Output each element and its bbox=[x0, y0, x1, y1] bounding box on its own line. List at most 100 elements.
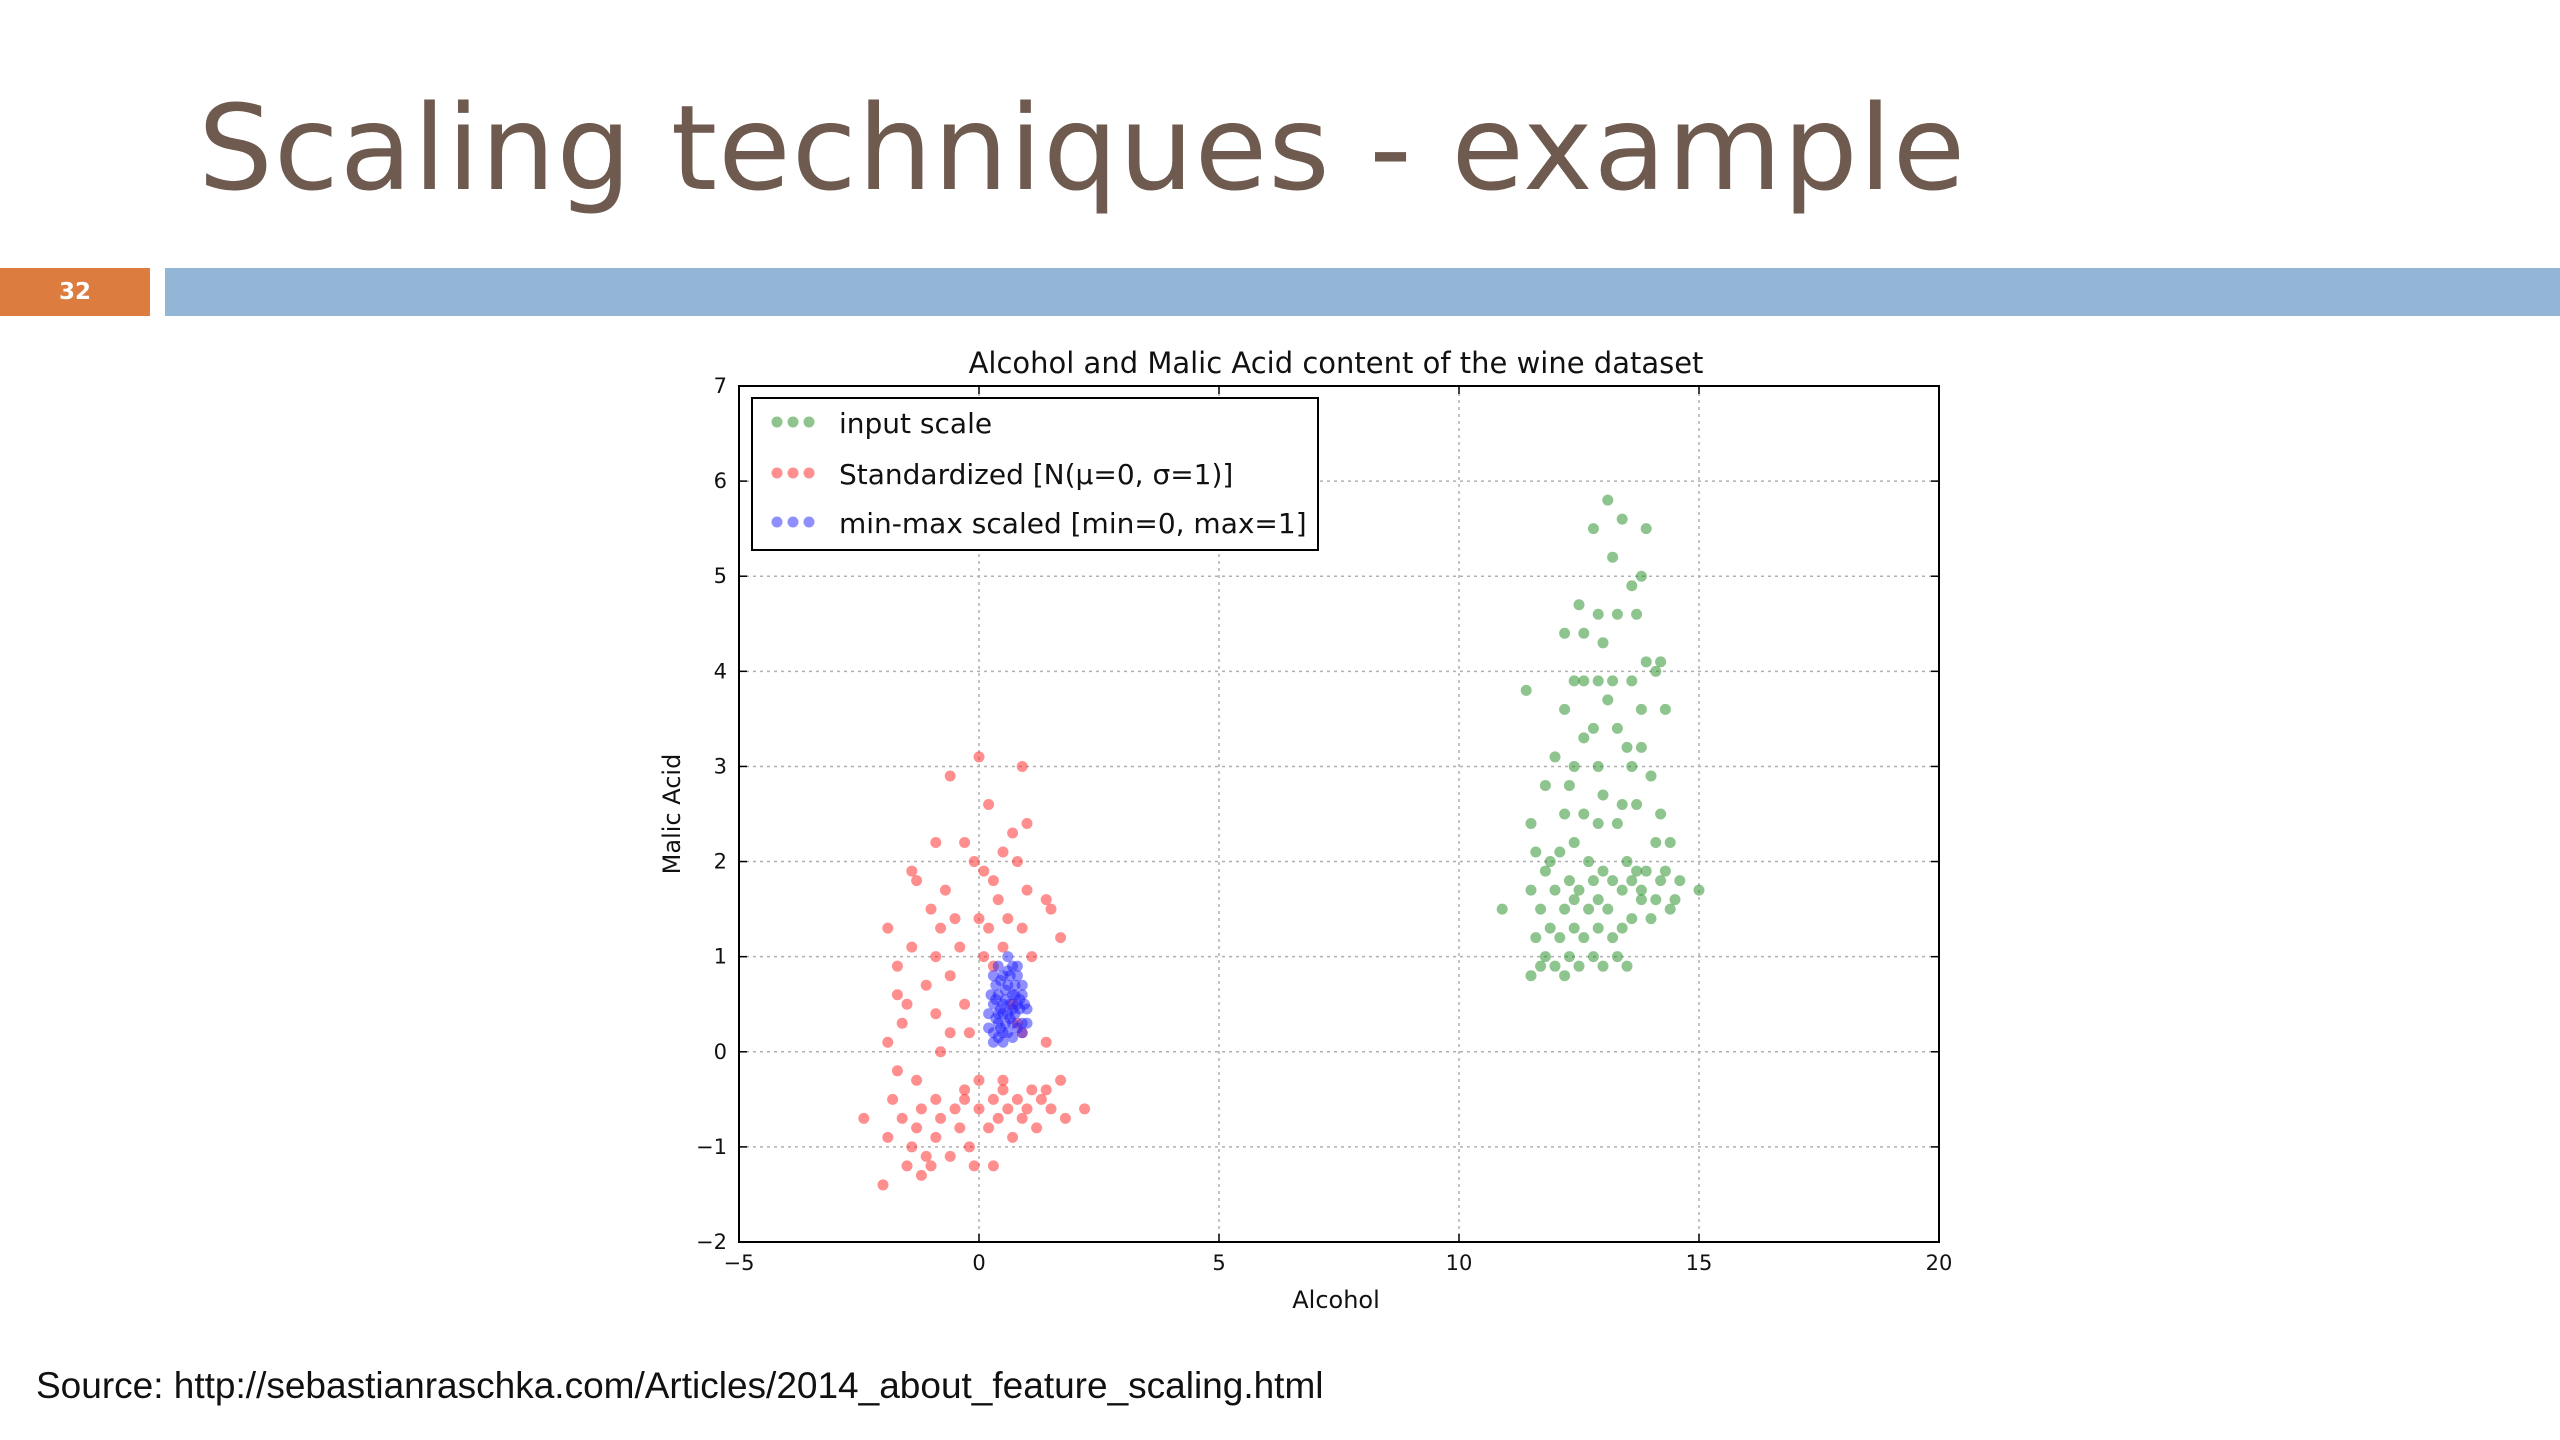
data-point-standardized bbox=[1011, 1093, 1023, 1105]
data-point-standardized bbox=[882, 1131, 894, 1143]
data-point-input-scale bbox=[1597, 865, 1609, 877]
data-point-input-scale bbox=[1631, 865, 1643, 877]
data-point-input-scale bbox=[1621, 856, 1633, 868]
data-point-standardized bbox=[992, 1112, 1004, 1124]
data-point-min-max-scaled bbox=[992, 1032, 1004, 1044]
data-point-standardized bbox=[973, 1074, 985, 1086]
data-point-standardized bbox=[882, 922, 894, 934]
data-point-min-max-scaled bbox=[995, 974, 1007, 986]
data-point-input-scale bbox=[1631, 798, 1643, 810]
data-point-input-scale bbox=[1611, 951, 1623, 963]
data-point-min-max-scaled bbox=[1021, 1003, 1033, 1015]
data-point-input-scale bbox=[1664, 903, 1676, 915]
data-point-input-scale bbox=[1592, 675, 1604, 687]
data-point-input-scale bbox=[1616, 884, 1628, 896]
data-point-input-scale bbox=[1578, 627, 1590, 639]
data-point-min-max-scaled bbox=[1009, 979, 1021, 991]
data-point-min-max-scaled bbox=[995, 1022, 1007, 1034]
data-point-input-scale bbox=[1626, 875, 1638, 887]
data-point-input-scale bbox=[1693, 884, 1705, 896]
data-point-standardized bbox=[906, 1141, 918, 1153]
data-point-input-scale bbox=[1607, 875, 1619, 887]
data-point-standardized bbox=[1007, 827, 1019, 839]
data-point-standardized bbox=[1035, 1093, 1047, 1105]
data-point-min-max-scaled bbox=[999, 993, 1011, 1005]
data-point-input-scale bbox=[1635, 741, 1647, 753]
data-point-standardized bbox=[1002, 913, 1014, 925]
y-tick-label: 6 bbox=[714, 469, 727, 493]
data-point-standardized bbox=[978, 951, 990, 963]
series-standardized bbox=[858, 751, 1091, 1191]
data-point-input-scale bbox=[1559, 703, 1571, 715]
plot-frame bbox=[738, 385, 1940, 1243]
y-tick-label: 3 bbox=[714, 754, 727, 778]
data-point-standardized bbox=[973, 913, 985, 925]
data-point-min-max-scaled bbox=[1002, 951, 1014, 963]
data-point-standardized bbox=[1016, 760, 1028, 772]
data-point-standardized bbox=[1079, 1103, 1091, 1115]
data-point-input-scale bbox=[1583, 856, 1595, 868]
data-point-input-scale bbox=[1597, 960, 1609, 972]
data-point-input-scale bbox=[1587, 951, 1599, 963]
data-point-input-scale bbox=[1621, 960, 1633, 972]
legend-marker-dot bbox=[803, 416, 815, 428]
data-point-min-max-scaled bbox=[999, 984, 1011, 996]
data-point-standardized bbox=[901, 1160, 913, 1172]
data-point-standardized bbox=[906, 865, 918, 877]
data-point-input-scale bbox=[1583, 903, 1595, 915]
data-point-standardized bbox=[1021, 884, 1033, 896]
data-point-input-scale bbox=[1592, 894, 1604, 906]
data-point-input-scale bbox=[1631, 608, 1643, 620]
data-point-standardized bbox=[949, 1103, 961, 1115]
data-point-standardized bbox=[983, 1122, 995, 1134]
data-point-standardized bbox=[939, 884, 951, 896]
data-point-input-scale bbox=[1578, 732, 1590, 744]
data-point-standardized bbox=[930, 1008, 942, 1020]
data-point-input-scale bbox=[1530, 932, 1542, 944]
data-point-standardized bbox=[935, 922, 947, 934]
data-point-input-scale bbox=[1539, 951, 1551, 963]
data-point-standardized bbox=[992, 894, 1004, 906]
data-point-input-scale bbox=[1520, 684, 1532, 696]
data-point-standardized bbox=[935, 1112, 947, 1124]
data-point-input-scale bbox=[1525, 884, 1537, 896]
data-point-input-scale bbox=[1578, 675, 1590, 687]
data-point-standardized bbox=[1021, 1103, 1033, 1115]
y-tick-label: 7 bbox=[714, 374, 727, 398]
data-point-standardized bbox=[1031, 1122, 1043, 1134]
data-point-input-scale bbox=[1573, 960, 1585, 972]
data-point-standardized bbox=[930, 1093, 942, 1105]
data-point-standardized bbox=[949, 913, 961, 925]
y-axis-label: Malic Acid bbox=[658, 754, 686, 875]
legend-marker-dot bbox=[771, 416, 783, 428]
data-point-standardized bbox=[896, 1112, 908, 1124]
data-point-min-max-scaled bbox=[1004, 1012, 1016, 1024]
data-point-input-scale bbox=[1650, 837, 1662, 849]
data-point-input-scale bbox=[1607, 932, 1619, 944]
data-point-input-scale bbox=[1592, 608, 1604, 620]
data-point-standardized bbox=[959, 1093, 971, 1105]
data-point-standardized bbox=[930, 1131, 942, 1143]
data-point-min-max-scaled bbox=[990, 993, 1002, 1005]
data-point-min-max-scaled bbox=[1021, 1017, 1033, 1029]
y-tick-label: −2 bbox=[696, 1230, 727, 1254]
x-tick-label: 0 bbox=[972, 1251, 985, 1275]
data-point-standardized bbox=[963, 1027, 975, 1039]
data-point-standardized bbox=[944, 770, 956, 782]
data-point-input-scale bbox=[1635, 894, 1647, 906]
legend-marker-dot bbox=[787, 467, 799, 479]
y-tick-label: 5 bbox=[714, 564, 727, 588]
data-point-input-scale bbox=[1587, 875, 1599, 887]
data-point-standardized bbox=[1016, 922, 1028, 934]
data-point-input-scale bbox=[1578, 932, 1590, 944]
data-point-standardized bbox=[1016, 1112, 1028, 1124]
data-point-input-scale bbox=[1635, 570, 1647, 582]
data-point-input-scale bbox=[1587, 523, 1599, 535]
data-point-input-scale bbox=[1597, 789, 1609, 801]
data-point-input-scale bbox=[1559, 627, 1571, 639]
data-point-standardized bbox=[891, 989, 903, 1001]
slide-title: Scaling techniques - example bbox=[198, 79, 1967, 217]
data-point-standardized bbox=[887, 1093, 899, 1105]
y-tick-label: 0 bbox=[714, 1040, 727, 1064]
